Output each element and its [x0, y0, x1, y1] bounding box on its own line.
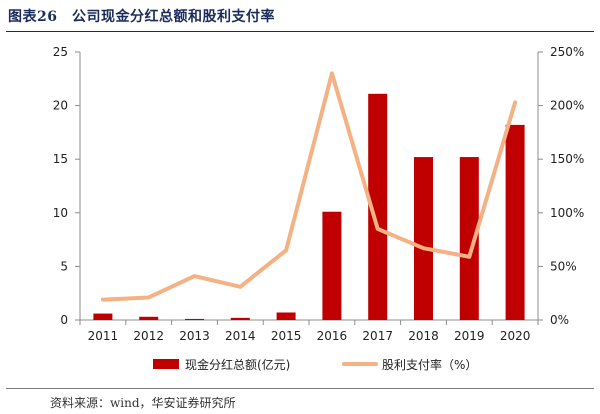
line-point-2019 [468, 256, 470, 258]
y-left-tick-label: 25 [53, 45, 68, 59]
line-point-2012 [148, 296, 150, 298]
figure-title: 图表26 公司现金分红总额和股利支付率 [8, 9, 275, 25]
source-rule [6, 388, 594, 389]
source-note: 资料来源：wind，华安证券研究所 [50, 396, 236, 410]
bar-2017 [368, 93, 388, 320]
x-tick-label: 2015 [271, 329, 302, 343]
bar-2013 [185, 318, 204, 320]
y-right-tick-label: 250% [550, 45, 584, 59]
bar-2019 [459, 157, 479, 320]
y-left-tick-label: 5 [60, 259, 68, 273]
line-point-2018 [423, 247, 424, 249]
bar-2012 [139, 316, 159, 320]
chart-legend: 现金分红总额(亿元) 股利支付率（%） [153, 357, 477, 372]
line-point-2015 [285, 249, 287, 251]
title-rule [6, 31, 594, 32]
y-left-tick-label: 0 [60, 313, 68, 327]
payout-ratio-line [100, 71, 518, 302]
y-right-tick-label: 150% [550, 152, 584, 166]
line-point-2013 [194, 275, 195, 277]
x-tick-label: 2016 [317, 329, 348, 343]
line-point-2011 [102, 299, 104, 301]
legend-swatch-bar [153, 359, 179, 369]
bar-2015 [276, 312, 296, 320]
bar-2018 [414, 157, 433, 320]
x-tick-label: 2017 [362, 329, 393, 343]
bar-2011 [93, 313, 113, 320]
y-right-tick-label: 0% [550, 313, 569, 327]
bar-2016 [322, 211, 342, 320]
y-left-tick-label: 15 [53, 152, 68, 166]
line-series [100, 71, 518, 302]
y-right-tick-label: 200% [550, 99, 584, 113]
line-point-2020 [514, 101, 516, 103]
bar-2020 [505, 124, 525, 321]
line-point-2017 [377, 228, 379, 230]
line-point-2016 [331, 72, 333, 74]
bar-2014 [230, 317, 250, 320]
x-tick-label: 2018 [408, 329, 439, 343]
legend-label-bar: 现金分红总额(亿元) [185, 357, 290, 372]
x-tick-label: 2019 [454, 329, 485, 343]
x-tick-label: 2011 [88, 329, 119, 343]
line-point-2014 [239, 286, 241, 288]
y-right-tick-label: 100% [550, 206, 584, 220]
bar-series [93, 93, 525, 321]
y-left-tick-label: 20 [53, 99, 68, 113]
y-right-tick-label: 50% [550, 259, 577, 273]
y-left-tick-label: 10 [53, 206, 68, 220]
x-tick-label: 2014 [225, 329, 256, 343]
legend-label-line: 股利支付率（%） [382, 357, 477, 372]
x-tick-label: 2013 [179, 329, 210, 343]
x-tick-label: 2020 [500, 329, 531, 343]
x-tick-label: 2012 [133, 329, 164, 343]
